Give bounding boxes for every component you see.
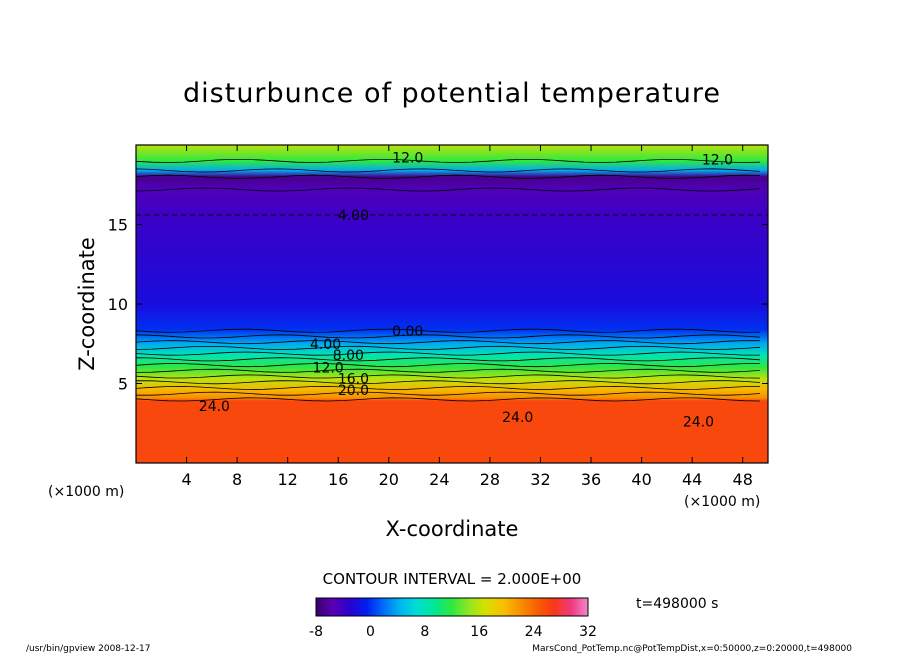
x-tick-label: 4 xyxy=(181,470,191,489)
contour-line xyxy=(136,385,761,390)
contour-line xyxy=(136,351,760,356)
contour-label: 20.0 xyxy=(338,383,369,399)
contour-line xyxy=(136,345,761,350)
x-tick-label: 12 xyxy=(278,470,298,489)
contour-label: 0.00 xyxy=(392,324,423,340)
colorbar-tick-label: 16 xyxy=(470,624,488,640)
contour-line xyxy=(136,397,761,402)
x-axis-ticks: 4 8 12 16 20 24 28 32 36 40 44 48 xyxy=(181,145,753,489)
contour-line xyxy=(136,391,761,396)
y-tick-label: 5 xyxy=(118,375,128,394)
contour-label: 24.0 xyxy=(502,410,533,426)
x-axis-label: X-coordinate xyxy=(386,517,519,541)
contour-label: 12.0 xyxy=(313,361,344,377)
contour-labels: 12.0 12.04.000.004.008.0012.016.020.024.0… xyxy=(199,151,733,431)
contour-label: 8.00 xyxy=(333,348,364,364)
field-background xyxy=(136,145,768,463)
chart-title: disturbunce of potential temperature xyxy=(183,78,721,109)
plot-field: 12.0 12.04.000.004.008.0012.016.020.024.0… xyxy=(136,145,768,463)
x-tick-label: 24 xyxy=(429,470,449,489)
contour-label: 24.0 xyxy=(683,415,714,431)
contour-interval-text: CONTOUR INTERVAL = 2.000E+00 xyxy=(323,570,582,588)
contour-label: 24.0 xyxy=(199,399,230,415)
x-unit-left: (×1000 m) xyxy=(48,484,124,500)
y-axis-label: Z-coordinate xyxy=(75,237,99,371)
contour-line xyxy=(136,159,761,163)
contour-line xyxy=(136,174,761,179)
contour-label: 12.0 xyxy=(702,152,733,168)
colorbar-tick-label: 32 xyxy=(579,624,597,640)
contour-line xyxy=(136,374,761,379)
contour-line xyxy=(136,357,761,362)
x-unit-right: (×1000 m) xyxy=(684,494,760,510)
x-tick-label: 16 xyxy=(328,470,348,489)
contour-line xyxy=(136,340,761,345)
x-tick-label: 32 xyxy=(530,470,550,489)
x-tick-label: 40 xyxy=(631,470,651,489)
contour-label: 4.00 xyxy=(338,208,369,224)
contour-line xyxy=(136,187,761,192)
time-label: t=498000 s xyxy=(636,596,718,612)
x-tick-label: 28 xyxy=(480,470,500,489)
colorbar-tick-label: 0 xyxy=(366,624,375,640)
x-tick-label: 20 xyxy=(379,470,399,489)
contour-label: 16.0 xyxy=(338,372,369,388)
contour-label: 12.0 xyxy=(392,151,423,167)
contour-line xyxy=(136,328,761,333)
footer-program: /usr/bin/gpview 2008-12-17 xyxy=(26,644,150,654)
contour-line xyxy=(136,168,761,173)
x-tick-label: 36 xyxy=(581,470,601,489)
contour-line xyxy=(136,334,761,339)
y-axis-ticks: 5 10 15 xyxy=(108,216,768,394)
contour-line xyxy=(136,368,761,373)
footer-source: MarsCond_PotTemp.nc@PotTempDist,x=0:5000… xyxy=(532,644,852,654)
y-tick-label: 10 xyxy=(108,295,128,314)
colorbar-tick-label: 8 xyxy=(420,624,429,640)
y-tick-label: 15 xyxy=(108,216,128,235)
x-tick-label: 48 xyxy=(733,470,753,489)
colorbar xyxy=(315,597,589,617)
contour-lines xyxy=(136,159,768,402)
colorbar-tick-label: -8 xyxy=(309,624,323,640)
colorbar-tick-label: 24 xyxy=(525,624,543,640)
x-tick-label: 8 xyxy=(232,470,242,489)
contour-line xyxy=(136,363,761,368)
contour-label: 4.00 xyxy=(310,337,341,353)
x-tick-label: 44 xyxy=(682,470,702,489)
contour-line xyxy=(136,380,761,385)
colorbar-ticks: -8 0 8 16 24 32 xyxy=(309,624,597,640)
